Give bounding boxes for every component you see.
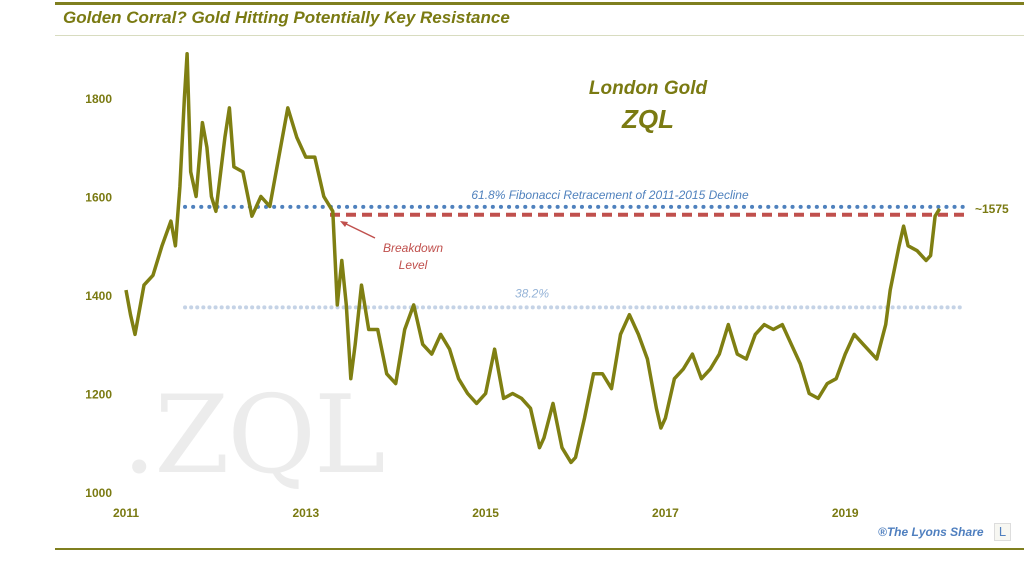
breakdown-label-1: Breakdown xyxy=(383,241,443,255)
top-rule xyxy=(55,2,1024,5)
y-tick-label: 1200 xyxy=(85,388,112,402)
watermark: .ZQL xyxy=(122,373,386,498)
credit: ®The Lyons Share xyxy=(878,525,984,539)
x-tick-label: 2011 xyxy=(113,506,139,520)
bottom-rule xyxy=(55,548,1024,550)
x-tick-label: 2017 xyxy=(652,506,679,520)
x-tick-label: 2015 xyxy=(472,506,499,520)
title-rule xyxy=(55,35,1024,36)
x-tick-label: 2013 xyxy=(292,506,319,520)
y-tick-label: 1000 xyxy=(85,486,112,500)
breakdown-arrowhead xyxy=(340,221,348,227)
y-tick-label: 1400 xyxy=(85,289,112,303)
fib-618-value: ~1575 xyxy=(975,202,1009,216)
x-tick-label: 2019 xyxy=(832,506,859,520)
gold-price-line xyxy=(124,51,942,465)
y-tick-label: 1600 xyxy=(85,191,112,205)
chart-title: London Gold xyxy=(589,78,708,99)
y-tick-label: 1800 xyxy=(85,92,112,106)
logo: L xyxy=(994,523,1011,541)
fib-618-label: 61.8% Fibonacci Retracement of 2011-2015… xyxy=(471,188,749,202)
page-title: Golden Corral? Gold Hitting Potentially … xyxy=(63,8,510,27)
breakdown-arrow xyxy=(341,221,376,239)
chart-subtitle: ZQL xyxy=(621,104,674,134)
breakdown-label-2: Level xyxy=(399,258,428,272)
fib-382-label: 38.2% xyxy=(515,286,549,300)
